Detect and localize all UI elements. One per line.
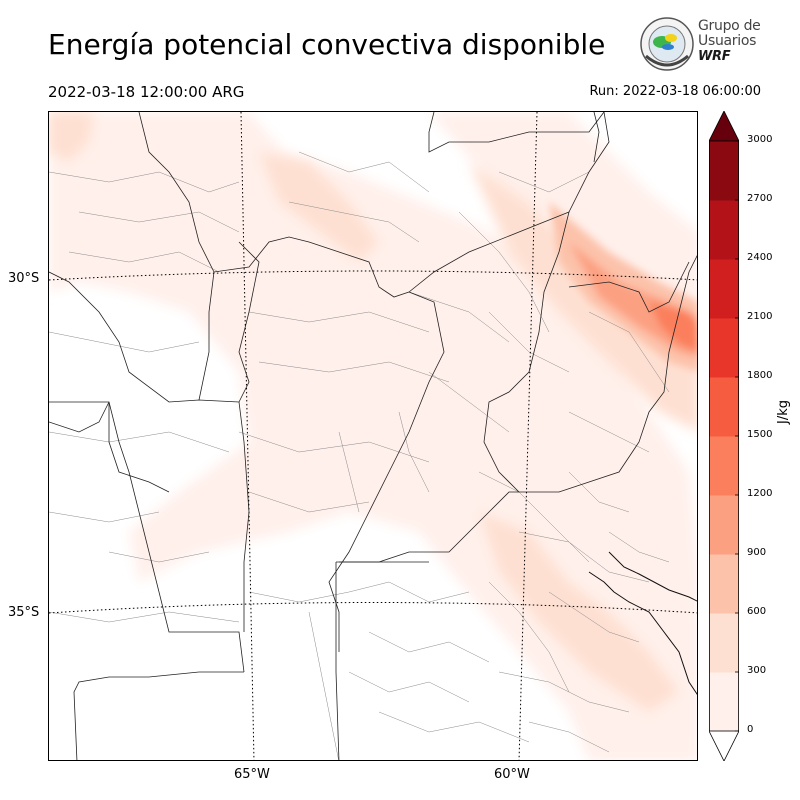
colorbar-over-arrow xyxy=(709,111,739,142)
colorbar-tick-label: 2100 xyxy=(747,311,773,322)
logo-line1: Grupo de xyxy=(698,18,761,34)
colorbar-bin xyxy=(709,377,739,437)
logo-line3: WRF xyxy=(698,49,731,64)
lon-label-60w: 60°W xyxy=(494,767,530,782)
globe-icon xyxy=(640,17,694,71)
colorbar-tick-label: 900 xyxy=(747,547,767,558)
colorbar-tick-label: 0 xyxy=(747,724,754,735)
colorbar-bin xyxy=(709,200,739,260)
colorbar-bin xyxy=(709,672,739,732)
colorbar xyxy=(709,111,739,761)
colorbar-unit: J/kg xyxy=(776,400,791,424)
logo-line2: Usuarios xyxy=(698,33,757,49)
colorbar-bin xyxy=(709,554,739,614)
map-panel xyxy=(48,111,698,761)
colorbar-tick-label: 2700 xyxy=(747,193,773,204)
colorbar-tick-label: 3000 xyxy=(747,134,773,145)
colorbar-tick-label: 300 xyxy=(747,665,767,676)
colorbar-bin xyxy=(709,259,739,319)
run-time: Run: 2022-03-18 06:00:00 xyxy=(589,84,761,99)
wrf-logo: Grupo de Usuarios WRF xyxy=(638,16,768,74)
colorbar-tick-label: 1800 xyxy=(747,370,773,381)
lat-label-30s: 30°S xyxy=(8,271,40,286)
colorbar-under-arrow xyxy=(709,730,739,761)
colorbar-bin xyxy=(709,141,739,201)
colorbar-tick-label: 2400 xyxy=(747,252,773,263)
page-title: Energía potencial convectiva disponible xyxy=(48,28,606,61)
colorbar-bin xyxy=(709,436,739,496)
colorbar-bin xyxy=(709,613,739,673)
colorbar-bin xyxy=(709,318,739,378)
colorbar-tick-label: 1500 xyxy=(747,429,773,440)
valid-time: 2022-03-18 12:00:00 ARG xyxy=(48,83,245,101)
lat-label-35s: 35°S xyxy=(8,605,40,620)
colorbar-bin xyxy=(709,495,739,555)
colorbar-tick-label: 600 xyxy=(747,606,767,617)
cape-map xyxy=(49,112,697,760)
coastline xyxy=(588,551,697,695)
lon-label-65w: 65°W xyxy=(234,767,270,782)
colorbar-tick-label: 1200 xyxy=(747,488,773,499)
graticule xyxy=(49,112,697,760)
department-boundaries xyxy=(49,151,670,760)
